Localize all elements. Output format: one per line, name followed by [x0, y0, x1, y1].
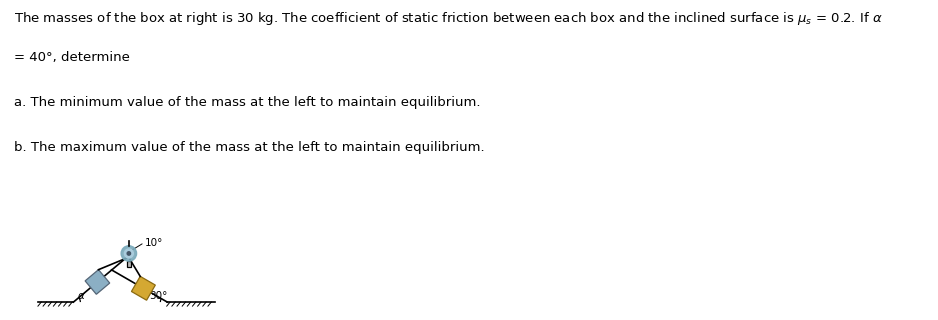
FancyBboxPatch shape — [128, 261, 130, 267]
Text: a. The minimum value of the mass at the left to maintain equilibrium.: a. The minimum value of the mass at the … — [14, 96, 480, 109]
Polygon shape — [131, 276, 156, 300]
Text: 30°: 30° — [149, 291, 168, 300]
Text: The masses of the box at right is 30 kg. The coefficient of static friction betw: The masses of the box at right is 30 kg.… — [14, 10, 883, 27]
Text: b. The maximum value of the mass at the left to maintain equilibrium.: b. The maximum value of the mass at the … — [14, 141, 485, 154]
Text: 10°: 10° — [144, 238, 163, 248]
Circle shape — [125, 249, 133, 258]
Text: α: α — [78, 291, 84, 300]
Text: = 40°, determine: = 40°, determine — [14, 51, 129, 64]
Circle shape — [121, 246, 137, 261]
Polygon shape — [85, 270, 110, 294]
Circle shape — [128, 252, 130, 255]
